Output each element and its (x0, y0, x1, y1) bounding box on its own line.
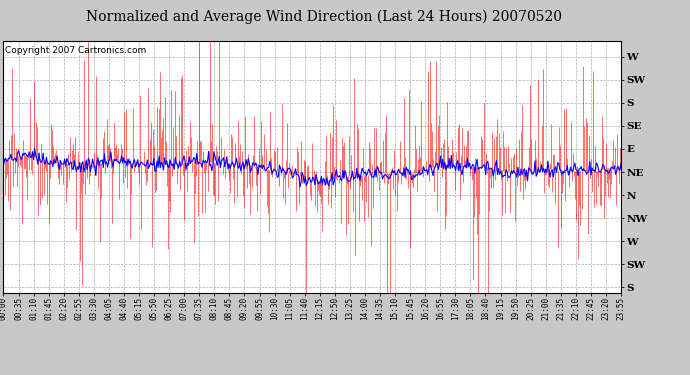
Text: Copyright 2007 Cartronics.com: Copyright 2007 Cartronics.com (5, 46, 146, 55)
Text: Normalized and Average Wind Direction (Last 24 Hours) 20070520: Normalized and Average Wind Direction (L… (86, 9, 562, 24)
